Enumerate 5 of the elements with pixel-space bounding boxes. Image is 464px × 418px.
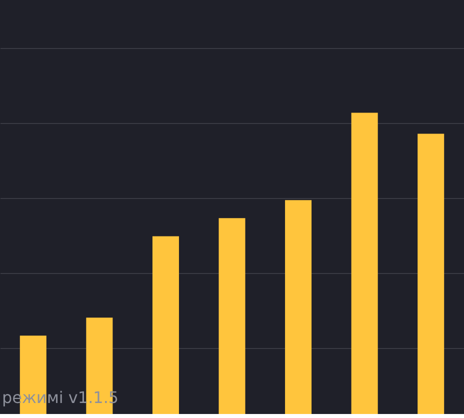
bar [351, 112, 378, 414]
bar [152, 236, 179, 414]
bar [418, 134, 444, 414]
bar [285, 200, 312, 414]
bar [218, 218, 246, 414]
